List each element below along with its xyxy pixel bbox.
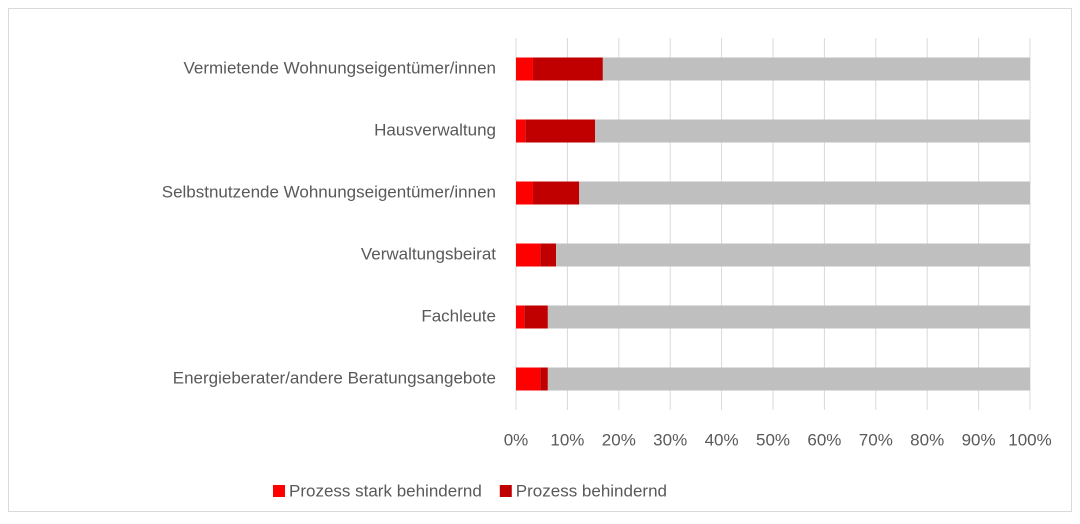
x-tick-label: 20% (602, 430, 636, 449)
bar-segment (525, 119, 596, 143)
legend-label: Prozess behindernd (516, 481, 667, 500)
x-tick-label: 90% (962, 430, 996, 449)
bar-segment (532, 57, 603, 81)
bar-segment (540, 367, 548, 391)
bar-segment (516, 367, 541, 391)
x-tick-label: 0% (504, 430, 529, 449)
y-tick-label: Vermietende Wohnungseigentümer/innen (183, 58, 496, 77)
bar-segment (547, 367, 1030, 391)
x-tick-label: 100% (1008, 430, 1051, 449)
y-tick-label: Selbstnutzende Wohnungseigentümer/innen (162, 182, 496, 201)
x-tick-label: 10% (550, 430, 584, 449)
y-tick-label: Fachleute (421, 306, 496, 325)
x-tick-label: 70% (859, 430, 893, 449)
bar-segment (579, 181, 1030, 205)
bar-segment (602, 57, 1030, 81)
bar-segment (516, 119, 526, 143)
bar-segment (516, 243, 541, 267)
x-tick-label: 30% (653, 430, 687, 449)
x-tick-label: 80% (910, 430, 944, 449)
bar-segment (532, 181, 580, 205)
bar-segment (540, 243, 557, 267)
x-tick-label: 50% (756, 430, 790, 449)
bar-segment (595, 119, 1030, 143)
legend-label: Prozess stark behindernd (289, 481, 482, 500)
bar-segment (547, 305, 1030, 329)
x-tick-label: 40% (705, 430, 739, 449)
x-tick-label: 60% (807, 430, 841, 449)
bar-segment (524, 305, 548, 329)
bar-segment (516, 181, 533, 205)
y-tick-label: Verwaltungsbeirat (361, 244, 496, 263)
legend-swatch (499, 485, 512, 497)
bar-segment (556, 243, 1030, 267)
bar-segment (516, 305, 525, 329)
bar-segment (516, 57, 533, 81)
y-tick-label: Energieberater/andere Beratungsangebote (173, 368, 496, 387)
y-tick-label: Hausverwaltung (374, 120, 496, 139)
legend-swatch (273, 485, 285, 497)
